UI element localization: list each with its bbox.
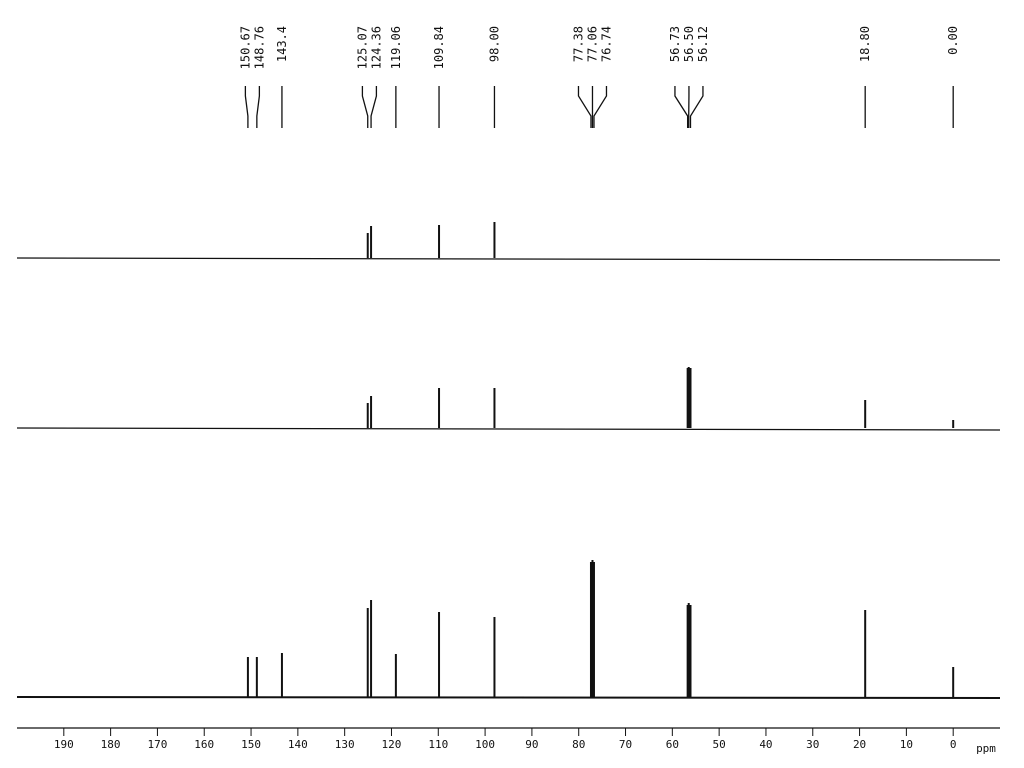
x-tick-label: 130	[335, 738, 355, 751]
peak-label: 143.4	[275, 26, 289, 62]
x-tick-label: 20	[853, 738, 866, 751]
x-tick-label: 160	[194, 738, 214, 751]
x-tick-label: 0	[950, 738, 957, 751]
x-tick-label: 120	[382, 738, 402, 751]
peak-connector	[256, 86, 261, 128]
x-axis-label: ppm	[976, 742, 996, 755]
peak-label: 0.00	[946, 26, 960, 55]
x-tick-label: 170	[147, 738, 167, 751]
baseline	[16, 257, 1001, 261]
peak-label: 125.07	[355, 26, 369, 69]
peak-label: 119.06	[389, 26, 403, 69]
peak-label: 56.73	[668, 26, 682, 62]
x-tick-label: 40	[759, 738, 772, 751]
peak-label: 56.12	[696, 26, 710, 62]
x-tick-label: 190	[54, 738, 74, 751]
baseline	[16, 696, 1001, 699]
x-tick-label: 180	[101, 738, 121, 751]
x-tick-label: 110	[428, 738, 448, 751]
x-tick-label: 10	[900, 738, 913, 751]
peak-label: 124.36	[369, 26, 383, 69]
peak-connector	[370, 86, 378, 128]
x-tick-label: 80	[572, 738, 585, 751]
baseline	[16, 427, 1001, 431]
peak-connector	[593, 86, 608, 128]
peak-connector	[689, 86, 704, 128]
peak-label: 76.74	[599, 26, 613, 62]
peak-label: 150.67	[238, 26, 252, 69]
peak-connector	[244, 86, 249, 128]
peak-label: 56.50	[682, 26, 696, 62]
x-tick-label: 150	[241, 738, 261, 751]
x-tick-label: 100	[475, 738, 495, 751]
x-tick-label: 60	[666, 738, 679, 751]
x-tick-label: 50	[713, 738, 726, 751]
x-tick-label: 70	[619, 738, 632, 751]
x-tick-label: 140	[288, 738, 308, 751]
peak-connector	[674, 86, 689, 128]
x-tick-label: 30	[806, 738, 819, 751]
peak-label: 77.06	[585, 26, 599, 62]
peak-connector	[361, 86, 369, 128]
peak-label: 98.00	[487, 26, 501, 62]
peak-label: 148.76	[252, 26, 266, 69]
peak-label: 18.80	[858, 26, 872, 62]
x-tick-label: 90	[525, 738, 538, 751]
peak-label: 77.38	[571, 26, 585, 62]
peak-label: 109.84	[432, 26, 446, 69]
peak-connector	[577, 86, 592, 128]
